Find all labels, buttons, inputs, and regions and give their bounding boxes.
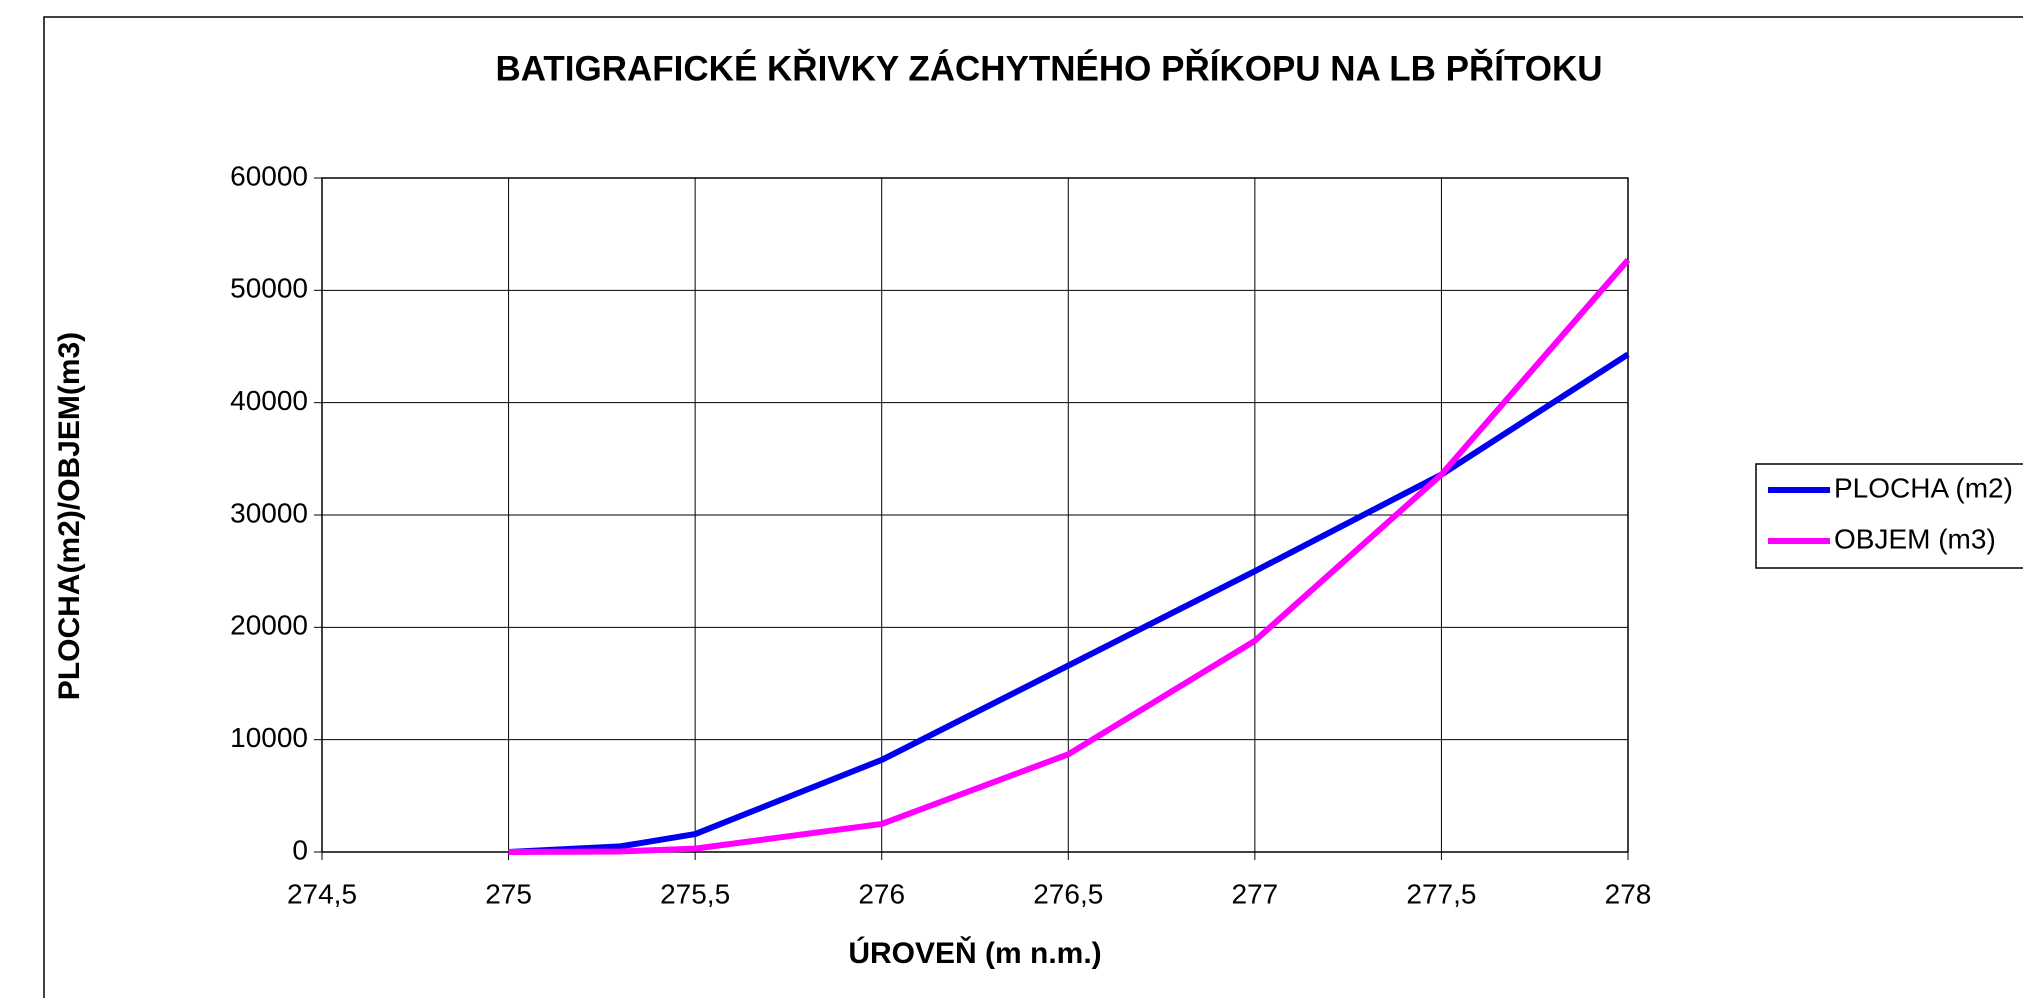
y-axis-label: PLOCHA(m2)/OBJEM(m3) xyxy=(53,332,86,700)
x-axis-label: ÚROVEŇ (m n.m.) xyxy=(848,936,1101,970)
y-tick-label: 0 xyxy=(292,834,308,865)
y-tick-label: 10000 xyxy=(230,722,308,753)
plot-frame xyxy=(321,177,1629,853)
x-tick-label: 276 xyxy=(858,878,905,909)
chart-border xyxy=(43,16,2023,998)
x-tick-label: 276,5 xyxy=(1033,878,1103,909)
x-tick-label: 277 xyxy=(1231,878,1278,909)
y-tick-label: 30000 xyxy=(230,497,308,528)
x-tick-label: 278 xyxy=(1605,878,1652,909)
legend-label: PLOCHA (m2) xyxy=(1834,472,2013,503)
legend-label: OBJEM (m3) xyxy=(1834,523,1996,554)
x-tick-label: 275 xyxy=(485,878,532,909)
legend-box xyxy=(1755,463,2023,569)
y-tick-label: 40000 xyxy=(230,385,308,416)
series-line xyxy=(508,258,1631,855)
chart-title: BATIGRAFICKÉ KŘIVKY ZÁCHYTNÉHO PŘÍKOPU N… xyxy=(495,48,1602,88)
y-tick-label: 20000 xyxy=(230,610,308,641)
series-line xyxy=(508,351,1630,855)
y-tick-label: 60000 xyxy=(230,160,308,191)
y-tick-label: 50000 xyxy=(230,273,308,304)
x-tick-label: 275,5 xyxy=(660,878,730,909)
x-tick-label: 274,5 xyxy=(287,878,357,909)
x-tick-label: 277,5 xyxy=(1406,878,1476,909)
